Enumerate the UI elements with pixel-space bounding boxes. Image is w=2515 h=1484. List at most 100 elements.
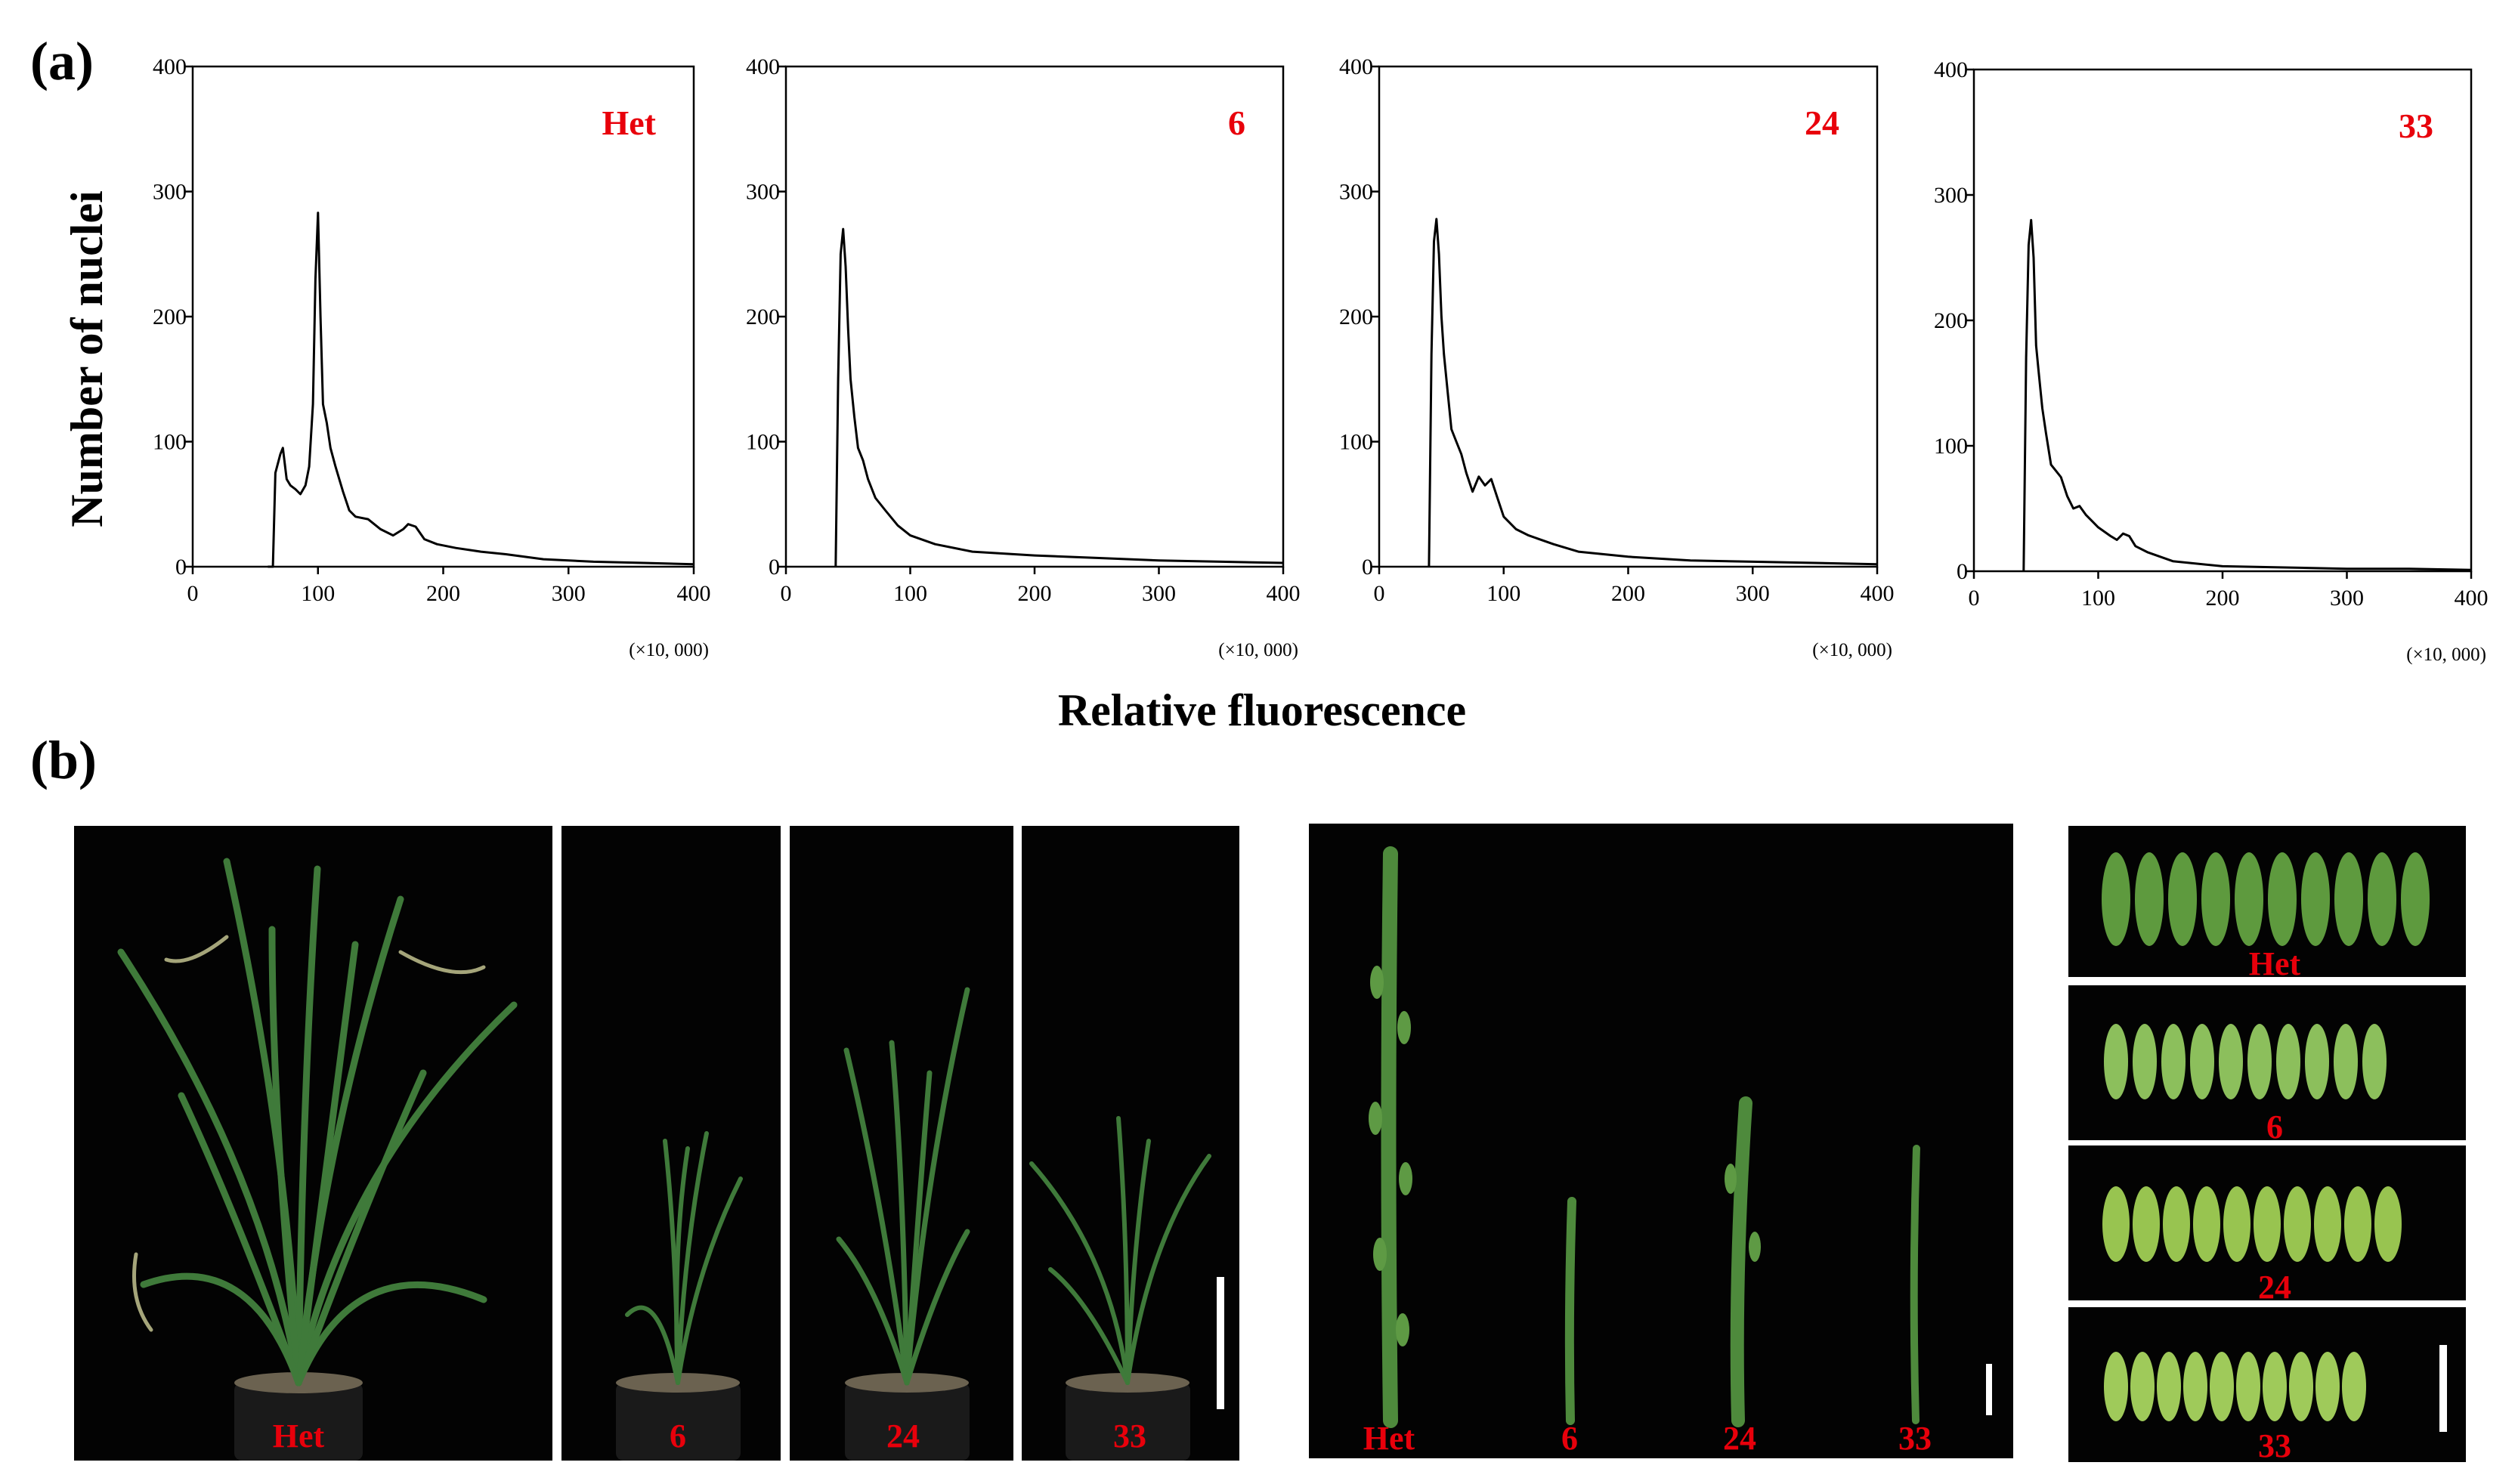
y-tick-label: 400: [1934, 57, 1968, 82]
y-tick-label: 200: [746, 305, 780, 329]
seed-grain: [2135, 852, 2164, 946]
x-tick-label: 0: [1374, 581, 1385, 606]
x-multiplier-label: (×10, 000): [2406, 645, 2486, 665]
seed-rows: [2102, 852, 2430, 1421]
x-tick-label: 400: [1267, 581, 1301, 606]
x-tick-label: 200: [426, 581, 460, 606]
x-tick-label: 100: [2081, 586, 2115, 611]
seed-grain: [2163, 1186, 2190, 1262]
y-tick-label: 0: [769, 555, 780, 580]
seed-grain: [2334, 852, 2363, 946]
histogram-line: [834, 227, 1284, 567]
x-tick-label: 0: [187, 581, 199, 606]
seed-grain: [2362, 1024, 2387, 1099]
histogram-line: [2022, 218, 2472, 572]
sample-label: 33: [2399, 107, 2433, 145]
seed-grain: [2210, 1352, 2234, 1421]
y-tick-label: 400: [153, 54, 187, 79]
x-multiplier-label: (×10, 000): [629, 640, 709, 660]
seed-grain: [2235, 852, 2263, 946]
seed-grain: [2190, 1024, 2214, 1099]
seed-grain: [2305, 1024, 2329, 1099]
y-tick-label: 0: [1362, 555, 1373, 580]
plant-33-illustration: [1029, 1116, 1211, 1461]
seed-grain: [2133, 1024, 2157, 1099]
seed-grain: [2344, 1186, 2371, 1262]
plant-het-illustration: [117, 858, 518, 1461]
seed-grain: [2223, 1186, 2251, 1262]
seed-grain: [2254, 1186, 2281, 1262]
histogram-1: 0 100 200 300 400 0 100 200 300 400 (×10, 000) Het: [153, 54, 711, 660]
x-tick-label: 400: [677, 581, 711, 606]
x-tick-label: 200: [1018, 581, 1052, 606]
seed-grain: [2193, 1186, 2220, 1262]
seed-grain: [2157, 1352, 2181, 1421]
histogram-line: [268, 212, 694, 568]
x-tick-label: 300: [2330, 586, 2364, 611]
seed-grain: [2268, 852, 2297, 946]
plant-label-het: Het: [273, 1418, 325, 1455]
y-axis-title: Number of nuclei: [62, 190, 112, 527]
seed-photo-het: [2068, 826, 2466, 977]
y-tick-label: 300: [746, 180, 780, 205]
panicle-label-33: 33: [1898, 1420, 1932, 1457]
plant-label-33: 33: [1113, 1418, 1146, 1455]
seed-grain: [2368, 852, 2396, 946]
seed-grain: [2314, 1186, 2341, 1262]
sample-label: 6: [1228, 104, 1245, 142]
y-tick-label: 100: [746, 430, 780, 455]
x-tick-label: 100: [301, 581, 335, 606]
x-tick-label: 200: [2206, 586, 2240, 611]
x-tick-label: 100: [893, 581, 927, 606]
panicle-label-24: 24: [1723, 1420, 1756, 1457]
seed-grain: [2183, 1352, 2207, 1421]
seed-label-33: 33: [2258, 1427, 2291, 1464]
plant-photo-6: [561, 826, 781, 1461]
y-tick-label: 400: [1339, 54, 1373, 79]
y-tick-label: 200: [1339, 305, 1373, 329]
seed-grain: [2104, 1352, 2128, 1421]
seed-grain: [2276, 1024, 2300, 1099]
panicle-photo: Het 6 24 33: [1309, 824, 2013, 1458]
panel-b-label: (b): [30, 730, 97, 790]
y-tick-label: 100: [1934, 434, 1968, 459]
x-tick-label: 0: [1969, 586, 1980, 611]
panel-a-label: (a): [30, 31, 94, 91]
plant-label-6: 6: [670, 1418, 686, 1455]
histogram-3: 0 100 200 300 400 0 100 200 300 400 (×10, 000) 24: [1339, 54, 1895, 660]
x-axis-title: Relative fluorescence: [1058, 685, 1466, 735]
x-tick-label: 300: [552, 581, 586, 606]
plant-24-illustration: [836, 987, 970, 1461]
x-multiplier-label: (×10, 000): [1812, 640, 1892, 660]
seed-grain: [2342, 1352, 2366, 1421]
scale-bar-plants: [1217, 1277, 1224, 1409]
y-tick-label: 300: [1339, 180, 1373, 205]
y-tick-label: 400: [746, 54, 780, 79]
plant-label-24: 24: [886, 1418, 920, 1455]
panicle-label-het: Het: [1363, 1420, 1415, 1457]
histogram-line: [1428, 218, 1878, 567]
seed-label-het: Het: [2249, 945, 2301, 982]
y-tick-label: 100: [1339, 430, 1373, 455]
seed-grain: [2102, 1186, 2130, 1262]
x-tick-label: 0: [781, 581, 792, 606]
scale-bar-panicles: [1986, 1364, 1992, 1415]
y-tick-label: 100: [153, 430, 187, 455]
seed-grain: [2401, 852, 2430, 946]
sample-label: Het: [602, 104, 656, 142]
histogram-2: 0 100 200 300 400 0 100 200 300 400 (×10, 000) 6: [746, 54, 1301, 660]
histogram-charts: 0 100 200 300 400 0 100 200 300 400 (×10, 000) Het 0…: [153, 54, 2489, 665]
seed-photos: Het 6 24 33: [2068, 826, 2466, 1464]
panicle-label-6: 6: [1561, 1420, 1578, 1457]
x-multiplier-label: (×10, 000): [1218, 640, 1298, 660]
y-tick-label: 300: [153, 180, 187, 205]
histogram-4: 0 100 200 300 400 0 100 200 300 400 (×10, 000) 33: [1934, 57, 2489, 665]
seed-label-24: 24: [2258, 1269, 2291, 1306]
seed-grain: [2247, 1024, 2272, 1099]
x-tick-label: 200: [1611, 581, 1645, 606]
y-tick-label: 200: [1934, 308, 1968, 333]
x-tick-label: 100: [1486, 581, 1520, 606]
x-tick-label: 400: [1861, 581, 1895, 606]
seed-grain: [2201, 852, 2230, 946]
plant-photos: Het 6 24 33: [74, 826, 1239, 1461]
